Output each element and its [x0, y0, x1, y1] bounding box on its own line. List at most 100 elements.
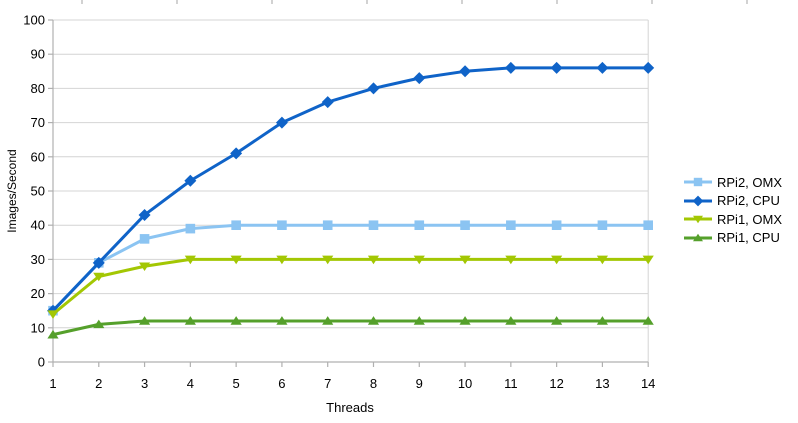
marker-rpi2-omx — [643, 220, 653, 230]
legend-label: RPi2, CPU — [717, 193, 780, 208]
x-tick-label: 11 — [504, 376, 518, 391]
marker-rpi2-cpu — [92, 256, 105, 269]
legend-square-icon — [684, 177, 712, 187]
series-rpi1-omx — [47, 255, 654, 319]
y-tick-label: 70 — [31, 115, 45, 130]
marker-rpi1-cpu — [551, 316, 563, 325]
marker-rpi1-omx — [596, 255, 609, 265]
marker-rpi1-omx — [47, 310, 59, 319]
marker-rpi2-omx — [460, 220, 470, 230]
marker-rpi1-omx — [642, 255, 654, 265]
y-tick-label: 10 — [31, 320, 45, 335]
x-axis-title: Threads — [326, 400, 374, 415]
marker-rpi2-omx — [597, 220, 608, 230]
marker-rpi2-omx — [139, 234, 150, 244]
marker-rpi2-omx — [506, 220, 516, 230]
marker-rpi2-omx — [414, 220, 425, 230]
marker-rpi2-cpu — [504, 61, 517, 74]
x-tick-label: 14 — [641, 376, 655, 391]
legend-triangle-down-icon — [684, 215, 712, 224]
marker-rpi2-cpu — [367, 82, 380, 95]
x-tick-label: 6 — [278, 376, 285, 391]
marker-rpi2-omx — [185, 223, 196, 234]
marker-rpi1-cpu — [596, 316, 609, 325]
marker-rpi2-cpu — [413, 72, 426, 85]
legend: RPi2, OMX RPi2, CPU RPi1, OMX RPi1, CPU — [684, 175, 782, 249]
marker-rpi2-omx — [368, 220, 379, 230]
x-tick-label: 13 — [595, 376, 609, 391]
legend-label: RPi1, OMX — [717, 211, 783, 227]
marker-rpi2-omx — [231, 220, 241, 230]
marker-rpi1-omx — [322, 255, 334, 265]
y-tick-label: 60 — [31, 149, 45, 164]
legend-diamond-icon — [684, 195, 712, 206]
marker-rpi1-omx — [367, 255, 380, 265]
y-tick-label: 0 — [38, 355, 45, 370]
marker-rpi1-cpu — [184, 316, 196, 325]
marker-rpi1-cpu — [93, 319, 105, 329]
x-tick-label: 7 — [324, 376, 331, 391]
series-rpi2-cpu — [47, 61, 655, 317]
marker-rpi1-omx — [551, 255, 563, 265]
marker-rpi1-cpu — [138, 316, 151, 325]
x-tick-label: 8 — [370, 376, 377, 391]
marker-rpi1-omx — [505, 255, 517, 265]
marker-rpi2-cpu — [275, 116, 288, 129]
x-tick-label: 12 — [549, 376, 563, 391]
series-line-rpi1-omx — [52, 257, 649, 316]
marker-rpi2-cpu — [230, 147, 243, 160]
series-line-rpi1-cpu — [52, 319, 649, 337]
marker-rpi2-omx — [551, 220, 562, 230]
y-tick-label: 50 — [31, 184, 45, 199]
marker-rpi1-cpu — [642, 316, 654, 325]
legend-item-rpi2-cpu: RPi2, CPU — [684, 193, 782, 208]
marker-rpi2-omx — [322, 220, 333, 230]
series-line-rpi2-omx — [51, 223, 649, 312]
marker-rpi1-cpu — [459, 316, 471, 325]
legend-label: RPi1, CPU — [717, 230, 780, 245]
marker-rpi1-omx — [230, 255, 242, 265]
marker-rpi2-cpu — [550, 61, 563, 74]
marker-rpi1-omx — [413, 255, 425, 265]
marker-rpi1-cpu — [230, 316, 242, 325]
x-tick-label: 3 — [141, 376, 148, 391]
marker-rpi2-cpu — [138, 208, 151, 221]
series-rpi2-omx — [48, 220, 653, 316]
marker-rpi2-omx — [277, 220, 287, 230]
top-ruler-ticks — [81, 0, 748, 4]
series-line-rpi2-cpu — [51, 66, 649, 312]
marker-rpi1-omx — [459, 255, 471, 265]
y-tick-label: 80 — [31, 81, 45, 96]
marker-rpi2-cpu — [459, 65, 472, 78]
legend-item-rpi1-omx: RPi1, OMX — [684, 211, 783, 227]
legend-label: RPi2, OMX — [717, 174, 783, 190]
marker-rpi2-cpu — [642, 61, 655, 74]
x-tick-label: 5 — [233, 376, 240, 391]
x-tick-label: 9 — [416, 376, 423, 391]
y-axis-title: Images/Second — [5, 149, 19, 233]
marker-rpi1-cpu — [367, 316, 380, 325]
marker-rpi1-omx — [93, 272, 105, 282]
marker-rpi1-cpu — [413, 316, 425, 325]
series-rpi1-cpu — [47, 316, 654, 339]
marker-rpi2-cpu — [596, 61, 609, 74]
y-tick-label: 30 — [31, 252, 45, 267]
y-tick-label: 100 — [23, 13, 45, 28]
x-tick-label: 2 — [95, 376, 102, 391]
marker-rpi1-cpu — [505, 316, 517, 325]
marker-rpi1-cpu — [47, 329, 59, 339]
marker-rpi1-cpu — [276, 316, 288, 325]
legend-item-rpi2-omx: RPi2, OMX — [684, 174, 783, 190]
x-tick-label: 4 — [187, 376, 194, 391]
y-tick-label: 90 — [31, 47, 45, 62]
x-tick-label: 1 — [49, 376, 56, 391]
y-tick-label: 20 — [31, 286, 45, 301]
marker-rpi1-omx — [138, 262, 151, 272]
legend-item-rpi1-cpu: RPi1, CPU — [684, 230, 782, 245]
x-tick-label: 10 — [458, 376, 472, 391]
marker-rpi2-cpu — [184, 174, 197, 187]
legend-triangle-up-icon — [684, 233, 712, 241]
marker-rpi2-cpu — [321, 96, 334, 109]
